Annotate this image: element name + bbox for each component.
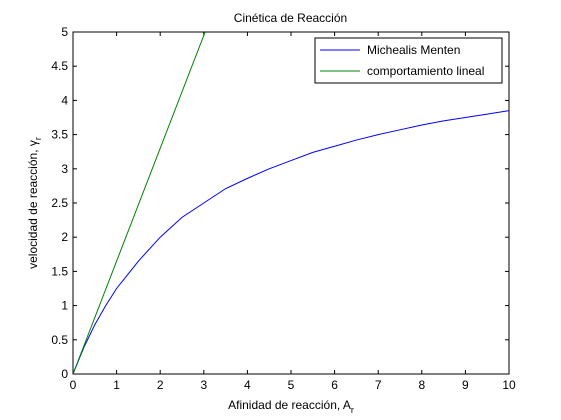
- series-line-linear: [73, 32, 206, 374]
- plot-area: 0 1 2 3 4 5 6 7 8 9 10 0 0.5 1 1.5 2 2.5 3 3.5 4 4.5 5 Afinida…: [26, 25, 516, 415]
- x-tick-label: 5: [288, 378, 295, 392]
- x-tick-label: 3: [200, 378, 207, 392]
- y-tick-label: 0.5: [51, 333, 68, 347]
- legend-label: comportamiento lineal: [367, 64, 484, 78]
- x-tick-label: 8: [418, 378, 425, 392]
- y-tick-label: 0: [61, 367, 68, 381]
- y-tick-label: 1.5: [51, 264, 68, 278]
- y-tick-label: 1: [61, 299, 68, 313]
- y-tick-label: 3: [61, 162, 68, 176]
- y-tick-label: 2: [61, 230, 68, 244]
- y-tick-label: 5: [61, 25, 68, 39]
- series-line-michaelis-menten: [73, 110, 509, 374]
- x-tick-label: 6: [331, 378, 338, 392]
- axes-box: [72, 31, 510, 375]
- y-axis-label: velocidad de reacción, γr: [26, 137, 43, 269]
- y-tick-label: 4: [61, 93, 68, 107]
- x-tick-label: 2: [157, 378, 164, 392]
- y-tick-label: 2.5: [51, 196, 68, 210]
- chart-title: Cinética de Reacción: [234, 11, 347, 25]
- legend-box: [314, 37, 503, 84]
- x-tick-label: 4: [244, 378, 251, 392]
- y-tick-label: 3.5: [51, 128, 68, 142]
- y-tick-label: 4.5: [51, 59, 68, 73]
- x-tick-label: 7: [375, 378, 382, 392]
- x-tick-label: 10: [502, 378, 516, 392]
- x-tick-label: 0: [70, 378, 77, 392]
- legend-label: Michealis Menten: [367, 43, 460, 57]
- x-tick-label: 9: [462, 378, 469, 392]
- x-axis-label: Afinidad de reacción, Ar: [228, 398, 354, 415]
- x-tick-label: 1: [113, 378, 120, 392]
